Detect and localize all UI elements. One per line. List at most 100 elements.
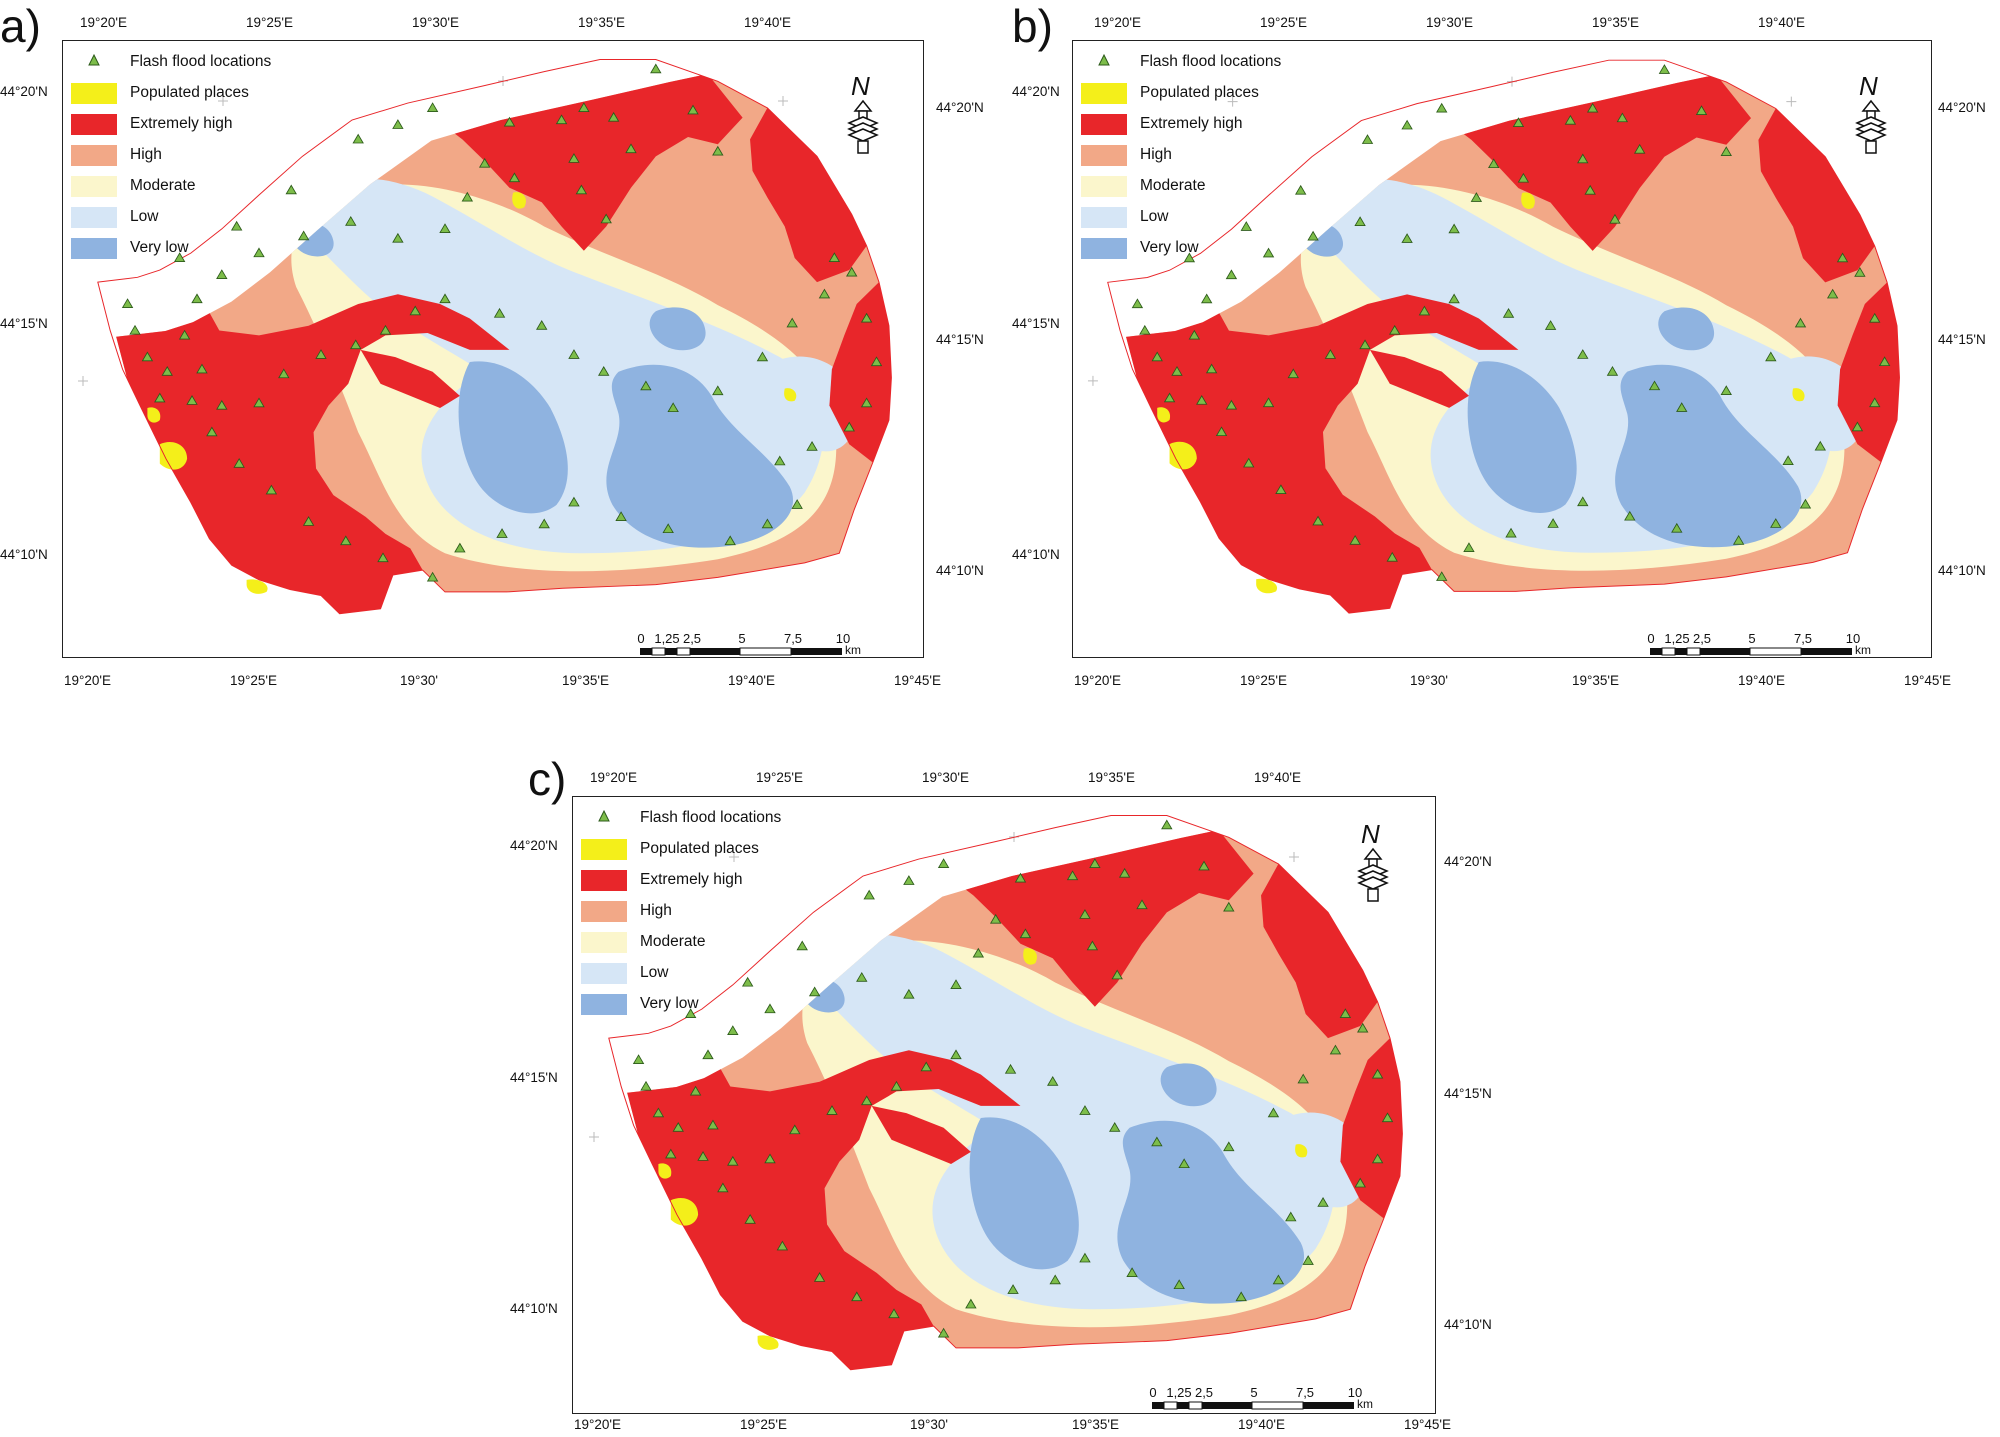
flash-flood-location (776, 1240, 789, 1251)
extremely-high-zone (829, 282, 892, 463)
flash-flood-location (253, 397, 265, 408)
flash-flood-location (1262, 397, 1275, 408)
flash-flood-location (1066, 870, 1079, 881)
flash-flood-location (818, 288, 831, 299)
flash-flood-location (173, 252, 186, 263)
flash-flood-location (860, 397, 873, 408)
bottom-lon-tick: 19°40'E (1738, 673, 1786, 688)
panel-letter: c) (528, 753, 567, 805)
flash-flood-location (1488, 158, 1500, 169)
right-lat-tick: 44°10'N (936, 563, 984, 578)
top-lon-tick: 19°35'E (1592, 15, 1640, 30)
populated-place (512, 192, 526, 209)
flash-flood-location (1878, 356, 1891, 367)
flash-flood-location (937, 1327, 950, 1338)
flash-flood-location (265, 484, 278, 495)
flash-flood-location (1161, 819, 1173, 830)
flash-flood-location (302, 516, 315, 526)
flash-flood-location (186, 395, 198, 405)
flash-flood-location (712, 385, 724, 396)
flash-flood-location (1262, 247, 1275, 258)
scale-label: 5 (1250, 1385, 1258, 1400)
legend-label: Low (1140, 208, 1169, 225)
flash-flood-location (598, 366, 610, 376)
flash-flood-location (1235, 1291, 1247, 1302)
flash-flood-location (851, 1291, 863, 1302)
legend-swatch (581, 994, 627, 1015)
legend-label: High (130, 146, 162, 163)
flash-flood-location (1357, 1022, 1369, 1033)
flash-flood-location (141, 351, 154, 362)
flash-flood-location (640, 380, 652, 391)
flash-flood-location (377, 552, 389, 563)
flash-flood-location (1297, 1073, 1309, 1084)
flash-flood-location (774, 455, 786, 466)
legend-swatch (1081, 145, 1127, 166)
north-arrow: N (843, 71, 883, 155)
flash-flood-location (1136, 899, 1148, 910)
graticule-cross (778, 96, 788, 106)
right-lat-tick: 44°15'N (1444, 1086, 1492, 1101)
flash-flood-location (1512, 117, 1525, 128)
scale-label: 2,5 (1692, 631, 1712, 646)
flash-flood-location (1676, 402, 1688, 412)
flash-flood-location (950, 1049, 962, 1060)
scale-unit: km (1855, 643, 1871, 657)
flash-flood-location (672, 1122, 684, 1132)
legend-label: Very low (640, 995, 699, 1012)
north-arrow-icon (1855, 99, 1887, 154)
scale-label: 2,5 (682, 631, 702, 646)
flash-flood-location (1215, 426, 1228, 437)
left-lat-tick: 44°20'N (1012, 84, 1060, 99)
flash-flood-location (1019, 928, 1032, 939)
populated-place (1521, 192, 1535, 209)
flash-flood-location (727, 1155, 739, 1166)
flash-flood-location (1436, 571, 1448, 581)
flash-flood-location (1131, 298, 1144, 309)
flash-flood-location (1086, 940, 1099, 951)
scale-label: 0 (637, 631, 645, 646)
flood-susceptibility-map (78, 59, 892, 615)
legend-swatch (581, 963, 627, 984)
scale-bar: 0 1,25 2,5 5 7,5 10 km (1149, 1385, 1421, 1413)
legend-label: Moderate (130, 177, 196, 194)
extremely-high-zone (1261, 863, 1378, 1039)
flash-flood-location (1624, 510, 1636, 521)
susceptibility-layers (116, 67, 892, 614)
flash-flood-location (1089, 858, 1101, 868)
flash-flood-location (965, 1298, 977, 1309)
flash-flood-location (1295, 184, 1307, 195)
map-panel-a: a) 19°20'E 19°25'E 19°30'E 19°35'E 19°40… (0, 0, 990, 700)
flash-flood-location (1151, 351, 1163, 362)
flash-flood-location (607, 111, 620, 122)
legend-label: Flash flood locations (640, 809, 782, 826)
scale-label: 0 (1149, 1385, 1157, 1400)
flash-flood-location (786, 317, 798, 328)
flash-flood-location (1111, 969, 1123, 980)
bottom-lon-tick: 19°40'E (1238, 1417, 1286, 1432)
flash-flood-location (702, 1049, 714, 1060)
flash-flood-location (1007, 1284, 1019, 1294)
flash-flood-location (297, 230, 310, 241)
top-lon-tick: 19°35'E (1088, 770, 1136, 785)
top-lon-tick: 19°20'E (1094, 15, 1142, 30)
flash-flood-location (846, 266, 858, 277)
flash-flood-location (1004, 1063, 1017, 1074)
populated-place (1169, 441, 1197, 470)
flash-flood-location (1173, 1279, 1185, 1290)
right-lat-tick: 44°20'N (936, 100, 984, 115)
flash-flood-location (1079, 909, 1091, 919)
legend-label: Populated places (640, 840, 759, 857)
populated-place (1256, 578, 1278, 594)
legend-swatch (1081, 83, 1127, 104)
flash-flood-location (1502, 308, 1515, 318)
legend-swatch (581, 870, 627, 891)
flash-flood-location (1547, 518, 1559, 528)
flash-flood-location (1869, 397, 1881, 408)
flash-flood-location (1049, 1274, 1061, 1285)
flash-flood-location (717, 1182, 729, 1193)
scale-label: 1,25 (1166, 1385, 1192, 1400)
left-lat-tick: 44°10'N (0, 547, 48, 562)
legend-label: Very low (130, 239, 189, 256)
scale-label: 10 (835, 631, 851, 646)
